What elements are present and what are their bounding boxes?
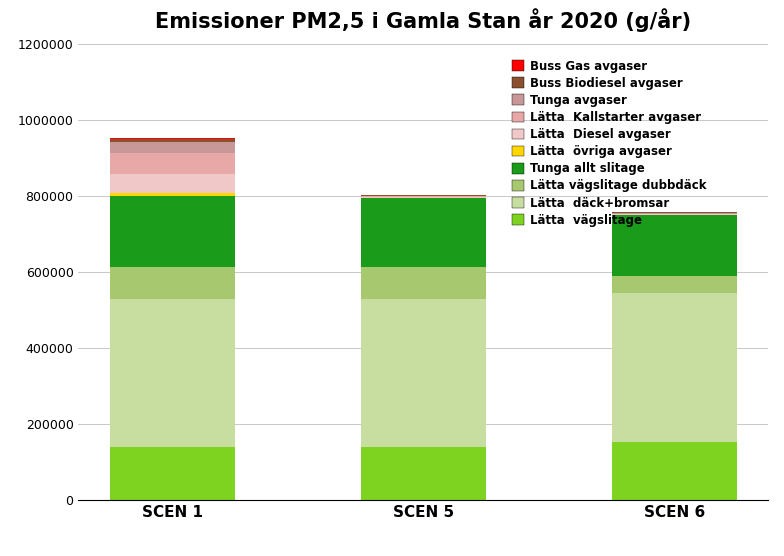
Bar xyxy=(361,198,486,267)
Bar xyxy=(361,299,486,447)
Bar xyxy=(612,214,737,215)
Bar xyxy=(110,192,235,196)
Bar xyxy=(612,294,737,441)
Bar xyxy=(110,447,235,500)
Bar xyxy=(110,137,235,139)
Bar xyxy=(612,276,737,294)
Bar xyxy=(110,139,235,142)
Bar xyxy=(361,447,486,500)
Bar xyxy=(110,196,235,267)
Bar xyxy=(361,195,486,196)
Bar xyxy=(361,267,486,299)
Title: Emissioner PM2,5 i Gamla Stan år 2020 (g/år): Emissioner PM2,5 i Gamla Stan år 2020 (g… xyxy=(155,8,691,32)
Bar xyxy=(612,213,737,214)
Bar xyxy=(110,153,235,173)
Bar xyxy=(361,197,486,198)
Legend: Buss Gas avgaser, Buss Biodiesel avgaser, Tunga avgaser, Lätta  Kallstarter avga: Buss Gas avgaser, Buss Biodiesel avgaser… xyxy=(512,59,706,227)
Bar xyxy=(110,267,235,299)
Bar xyxy=(110,173,235,192)
Bar xyxy=(110,142,235,153)
Bar xyxy=(612,215,737,276)
Bar xyxy=(110,299,235,447)
Bar xyxy=(612,441,737,500)
